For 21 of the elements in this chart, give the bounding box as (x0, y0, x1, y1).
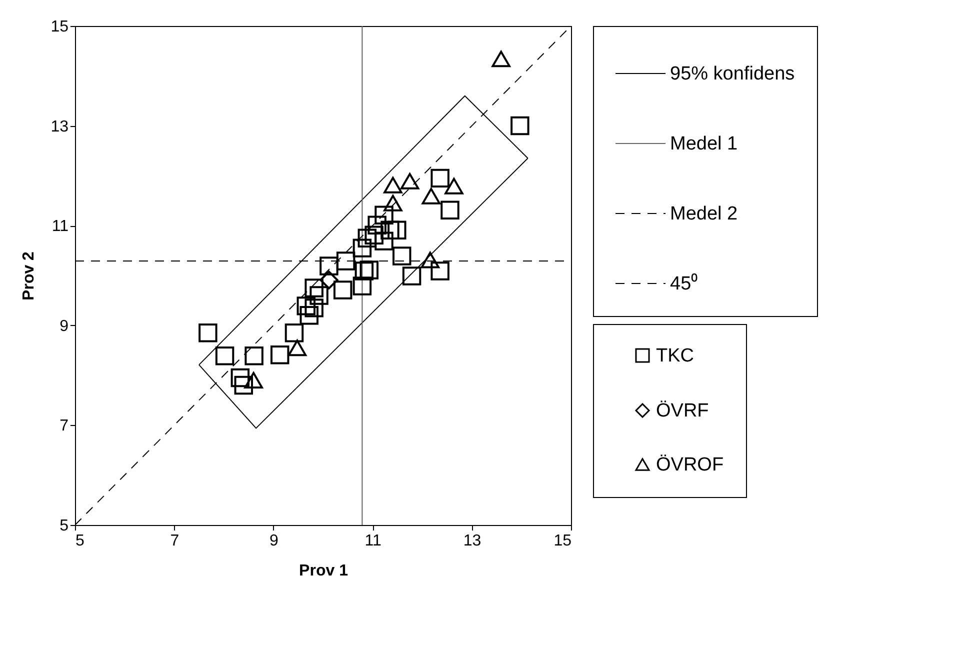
y-tick-label: 5 (60, 518, 69, 534)
y-tick-label: 11 (52, 218, 69, 236)
x-tick-label: 15 (554, 532, 572, 550)
y-tick-label: 9 (60, 318, 69, 335)
x-tick-label: 11 (364, 532, 382, 550)
x-tick-label: 13 (463, 532, 482, 550)
x-tick-label: 5 (76, 532, 84, 550)
y-axis-title: Prov 2 (20, 251, 38, 300)
x-tick-label: 9 (269, 532, 278, 550)
legend-label: Medel 2 (670, 204, 738, 224)
x-tick-label: 7 (170, 532, 180, 550)
legend-label: 45⁰ (670, 272, 698, 294)
legend-label: Medel 1 (670, 134, 738, 154)
y-tick-label: 15 (50, 18, 69, 36)
legend-label: ÖVROF (656, 454, 724, 476)
legend-label: TKC (656, 346, 694, 366)
legend-label: 95% konfidens (670, 64, 795, 84)
y-tick-label: 7 (60, 418, 69, 435)
legend-label: ÖVRF (656, 400, 709, 422)
x-axis-title: Prov 1 (299, 562, 348, 580)
y-tick-label: 13 (50, 118, 69, 136)
